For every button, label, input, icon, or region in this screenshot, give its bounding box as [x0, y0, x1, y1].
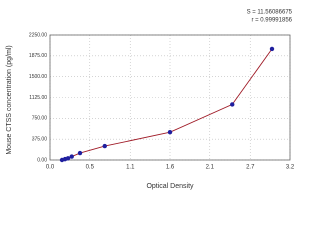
data-point	[167, 130, 173, 135]
y-tick-label: 1875.00	[29, 53, 47, 59]
data-point	[69, 154, 74, 159]
x-tick-label: 2.7	[246, 165, 255, 171]
data-point	[102, 143, 107, 149]
chart: S = 11.56086675 r = 0.99991856 Optical D…	[5, 9, 295, 190]
x-tick-label: 3.2	[286, 165, 295, 171]
x-tick-label: 1.6	[166, 165, 175, 171]
y-tick-label: 1125.00	[29, 95, 47, 101]
annotation: r = 0.99991856	[251, 18, 292, 24]
y-tick-label: 375.00	[32, 136, 48, 142]
y-tick-label: 2250.00	[29, 32, 47, 38]
y-tick-label: 0.00	[37, 157, 47, 163]
data-point	[65, 156, 71, 161]
x-tick-label: 1.1	[126, 165, 135, 171]
data-point	[230, 102, 235, 107]
x-axis-title: Optical Density	[146, 183, 194, 190]
plot-frame	[49, 34, 291, 161]
annotation: S = 11.56086675	[247, 10, 293, 16]
y-axis-title: Mouse CTSS concentration (pg/ml)	[6, 45, 13, 154]
y-tick-label: 750.00	[32, 116, 48, 122]
data-point	[77, 150, 83, 156]
y-tick-label: 1500.00	[29, 74, 47, 80]
x-tick-label: 2.1	[206, 165, 215, 171]
x-tick-label: 0.0	[46, 165, 55, 171]
x-tick-label: 0.5	[86, 165, 95, 171]
data-point	[269, 46, 275, 52]
